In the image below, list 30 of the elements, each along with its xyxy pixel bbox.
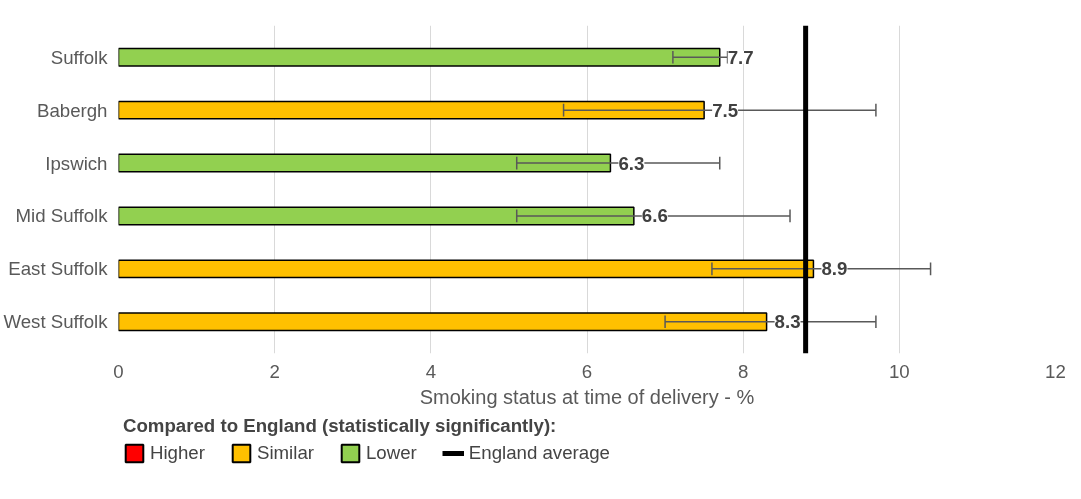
legend-label: Higher bbox=[150, 442, 205, 464]
data-label: 8.3 bbox=[774, 311, 801, 333]
x-tick-label: 12 bbox=[1045, 360, 1066, 382]
data-label: 6.3 bbox=[618, 152, 645, 174]
y-tick-label: East Suffolk bbox=[8, 258, 109, 280]
x-tick-label: 8 bbox=[737, 360, 749, 382]
bar bbox=[118, 206, 635, 226]
y-tick-label: West Suffolk bbox=[3, 311, 109, 333]
bar bbox=[118, 47, 721, 67]
bar bbox=[118, 153, 612, 173]
y-tick-label: Ipswich bbox=[45, 152, 108, 174]
x-tick-label: 4 bbox=[425, 360, 437, 382]
bar bbox=[118, 100, 705, 120]
data-label: 6.6 bbox=[641, 205, 668, 227]
x-tick-label: 10 bbox=[888, 360, 910, 382]
x-tick-label: 0 bbox=[113, 360, 124, 382]
legend-label: England average bbox=[468, 442, 610, 464]
legend-label: Similar bbox=[256, 442, 314, 464]
x-tick-label: 2 bbox=[269, 360, 280, 382]
legend-title: Compared to England (statistically significantly): bbox=[123, 415, 558, 437]
bar bbox=[118, 312, 768, 332]
y-tick-label: Suffolk bbox=[50, 46, 109, 68]
data-label: 8.9 bbox=[821, 258, 848, 280]
x-tick-label: 6 bbox=[581, 360, 593, 382]
y-tick-label: Mid Suffolk bbox=[15, 205, 109, 227]
x-axis-title: Smoking status at time of delivery - % bbox=[419, 385, 755, 408]
data-label: 7.7 bbox=[727, 46, 754, 68]
y-tick-label: Babergh bbox=[36, 99, 108, 121]
legend-label: Lower bbox=[365, 442, 417, 464]
data-label: 7.5 bbox=[712, 99, 739, 121]
